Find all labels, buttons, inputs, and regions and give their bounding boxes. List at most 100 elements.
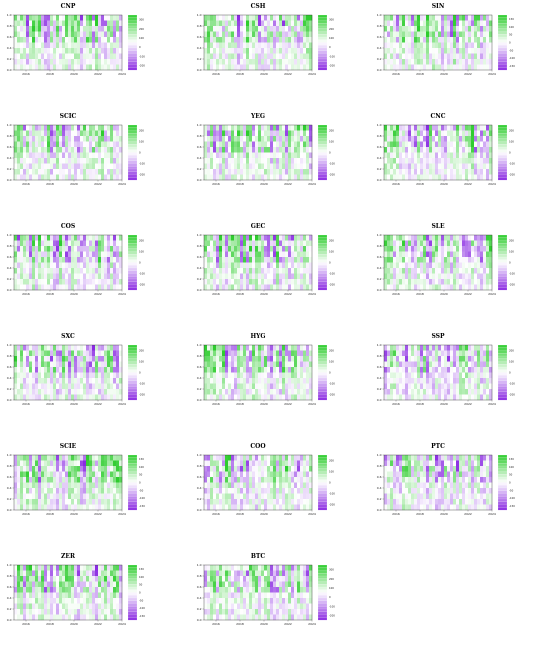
heatmap-cell [462,15,466,21]
heatmap-cell [300,378,304,384]
heatmap-cell [435,53,439,60]
heatmap-cell [95,158,99,164]
heatmap-cell [408,246,412,252]
heatmap-cell [29,257,33,263]
heatmap-cell [300,152,304,159]
heatmap-cell [489,169,493,175]
heatmap-cell [456,262,460,269]
heatmap-cell [471,15,475,21]
heatmap-cell [23,26,27,32]
heatmap-cell [384,42,388,49]
colorbar-step [497,155,508,159]
heatmap-cell [243,394,247,401]
heatmap-cell [450,130,454,137]
y-tick-label: 1.0 [7,13,12,17]
heatmap-cell [243,53,247,60]
heatmap-cell [480,53,484,60]
heatmap-cell [110,15,114,21]
heatmap-cell [59,174,63,181]
heatmap-cell [59,152,63,159]
heatmap-cell [297,59,301,65]
heatmap-cell [32,136,36,142]
heatmap-cell [258,235,262,241]
heatmap-cell [261,356,265,362]
heatmap-cell [77,42,81,49]
heatmap-cell [405,235,409,241]
colorbar-step [497,130,508,134]
x-tick-label: 2020 [70,182,78,186]
heatmap-cell [297,372,301,379]
heatmap-cell [489,147,493,153]
heatmap-cell [471,163,475,170]
colorbar-tick-label: 200 [139,129,144,133]
heatmap-cell [432,350,436,357]
heatmap-cell [402,136,406,142]
heatmap-cell [225,345,229,351]
heatmap-cell [480,125,484,131]
heatmap-cell [459,26,463,32]
x-tick-label: 2020 [260,182,268,186]
heatmap-cell [44,235,48,241]
heatmap-cell [273,262,277,269]
heatmap-cell [387,26,391,32]
heatmap-cell [210,251,214,258]
heatmap-cell [300,15,304,21]
heatmap-cell [104,262,108,269]
heatmap-cell [240,37,244,43]
heatmap-cell [56,152,60,159]
heatmap-cell [423,64,427,71]
heatmap-cell [264,20,268,27]
heatmap-cell [38,42,42,49]
heatmap-cell [477,284,481,291]
heatmap-cell [300,273,304,280]
heatmap-cell [387,257,391,263]
heatmap-cell [50,31,54,38]
heatmap-cell [477,279,481,285]
y-tick-label: 0.8 [197,134,202,138]
heatmap-cell [50,356,54,362]
heatmap-cell [107,268,111,274]
heatmap-cell [119,26,123,32]
heatmap-cell [32,141,36,148]
heatmap-cell [204,26,208,32]
heatmap-cell [258,246,262,252]
heatmap-cell [462,361,466,368]
heatmap-cell [432,15,436,21]
heatmap-cell [234,372,238,379]
heatmap-cell [38,361,42,368]
heatmap-cell [303,147,307,153]
heatmap-cell [74,246,78,252]
heatmap-cell [222,53,226,60]
heatmap-cell [420,15,424,21]
heatmap-cell [276,31,280,38]
heatmap-cell [234,262,238,269]
colorbar-step [127,130,138,134]
heatmap-cell [273,37,277,43]
colorbar-step [497,23,508,27]
heatmap-cell [276,394,280,401]
colorbar-step [497,17,508,21]
heatmap-cell [279,372,283,379]
heatmap-cell [95,31,99,38]
heatmap-cell [20,268,24,274]
heatmap-cell [59,372,63,379]
heatmap-cell [110,48,114,54]
heatmap-cell [297,15,301,21]
heatmap-cell [50,59,54,65]
heatmap-cell [477,367,481,373]
heatmap-cell [240,15,244,21]
heatmap-cell [47,64,51,71]
heatmap-cell [405,152,409,159]
heatmap-cell [402,389,406,395]
heatmap-cell [459,372,463,379]
heatmap-cell [47,372,51,379]
heatmap-cell [297,378,301,384]
heatmap-cell [279,394,283,401]
heatmap-cell [474,125,478,131]
heatmap-cell [435,64,439,71]
heatmap-cell [432,378,436,384]
heatmap-cell [447,141,451,148]
heatmap-cell [219,20,223,27]
colorbar-step [497,61,508,65]
